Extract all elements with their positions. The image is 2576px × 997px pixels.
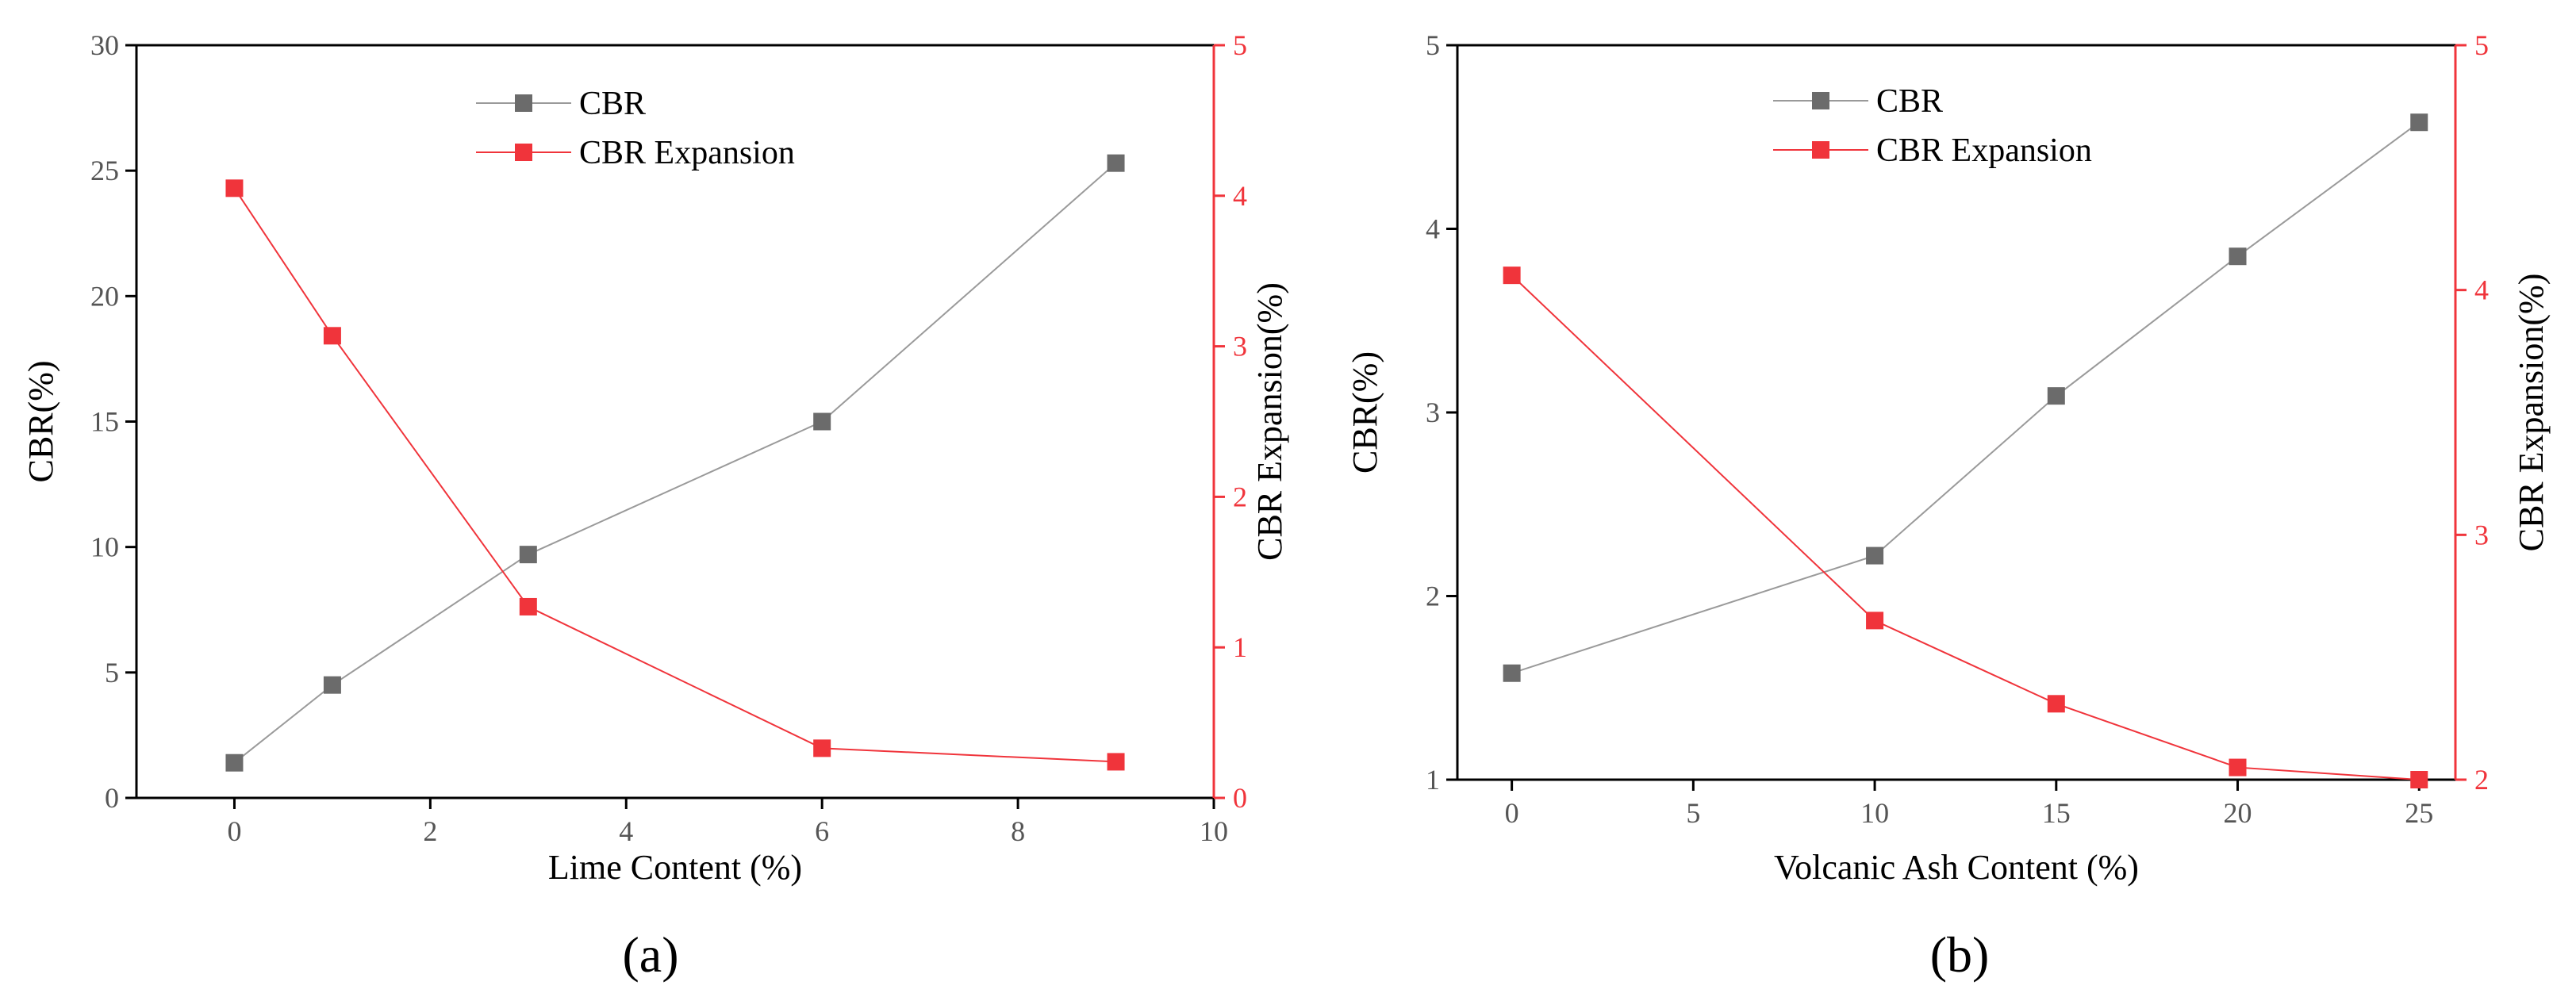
series-line-0 xyxy=(233,162,1117,764)
legend-label: CBR Expansion xyxy=(1876,132,2092,169)
y-tick-label: 4 xyxy=(1426,213,1440,245)
x-tick-label: 25 xyxy=(2405,797,2433,829)
data-point xyxy=(813,412,831,431)
y-tick-label: 5 xyxy=(1426,29,1440,61)
y2-tick-label: 1 xyxy=(1233,631,1247,663)
legend-marker xyxy=(515,144,532,161)
x-tick-label: 2 xyxy=(423,815,437,847)
x-tick-label: 10 xyxy=(1200,815,1228,847)
data-point xyxy=(2410,771,2428,788)
y-tick-label: 10 xyxy=(90,531,119,563)
y2-tick-label: 3 xyxy=(2474,519,2489,550)
y2-tick-label: 3 xyxy=(1233,331,1247,362)
series-line-1 xyxy=(1511,274,2420,780)
data-point xyxy=(813,739,831,757)
y2-tick-label: 0 xyxy=(1233,782,1247,814)
y-tick-label: 0 xyxy=(105,782,119,814)
data-point xyxy=(2229,247,2247,266)
legend-marker xyxy=(1812,92,1829,109)
y-tick-label: 2 xyxy=(1426,581,1440,612)
data-point xyxy=(1866,546,1884,565)
y2-tick-label: 4 xyxy=(2474,274,2489,306)
data-point xyxy=(1503,267,1521,285)
data-point xyxy=(1503,664,1521,682)
x-tick-label: 20 xyxy=(2224,797,2252,829)
y-tick-label: 20 xyxy=(90,280,119,312)
x-tick-label: 10 xyxy=(1860,797,1889,829)
x-axis-title: Volcanic Ash Content (%) xyxy=(1774,848,2139,887)
x-tick-label: 15 xyxy=(2042,797,2071,829)
x-tick-label: 5 xyxy=(1686,797,1700,829)
panel-label: (a) xyxy=(622,926,678,983)
y2-tick-label: 4 xyxy=(1233,180,1247,212)
legend-marker xyxy=(515,94,532,112)
x-axis-title: Lime Content (%) xyxy=(548,848,802,887)
y-tick-label: 1 xyxy=(1426,764,1440,796)
data-point xyxy=(225,179,244,197)
data-point xyxy=(2229,758,2247,777)
data-point xyxy=(323,327,341,345)
y2-tick-label: 5 xyxy=(1233,29,1247,61)
x-tick-label: 4 xyxy=(619,815,633,847)
y2-axis-title: CBR Expansion(%) xyxy=(1250,282,1289,561)
x-tick-label: 8 xyxy=(1011,815,1025,847)
legend-label: CBR xyxy=(579,86,646,122)
y2-tick-label: 5 xyxy=(2474,29,2489,61)
legend-marker xyxy=(1812,141,1829,159)
data-point xyxy=(323,676,341,694)
data-point xyxy=(519,546,537,564)
y-tick-label: 15 xyxy=(90,406,119,438)
data-point xyxy=(1866,612,1884,630)
data-point xyxy=(2047,695,2065,713)
y2-tick-label: 2 xyxy=(1233,481,1247,512)
data-point xyxy=(225,754,244,772)
y2-tick-label: 2 xyxy=(2474,764,2489,796)
legend-label: CBR Expansion xyxy=(579,135,795,171)
y-axis-title: CBR(%) xyxy=(1346,351,1384,474)
legend-label: CBR xyxy=(1876,83,1943,120)
x-tick-label: 0 xyxy=(227,815,241,847)
data-point xyxy=(1107,154,1125,172)
data-point xyxy=(1107,753,1125,771)
series-line-1 xyxy=(233,187,1116,763)
y-tick-label: 5 xyxy=(105,657,119,688)
y-tick-label: 30 xyxy=(90,29,119,61)
y-tick-label: 25 xyxy=(90,155,119,186)
data-point xyxy=(519,597,537,615)
x-tick-label: 0 xyxy=(1505,797,1519,829)
series-line-0 xyxy=(1511,121,2420,674)
data-point xyxy=(2410,113,2428,132)
y-tick-label: 3 xyxy=(1426,397,1440,428)
y2-axis-title: CBR Expansion(%) xyxy=(2512,274,2551,552)
y-axis-title: CBR(%) xyxy=(21,361,60,483)
chart-panel-b: 0 5 10 15 20 25 1 2 3 4 5 2 3 4 5 Volcanic Ash Content … xyxy=(1346,29,2551,983)
x-tick-label: 6 xyxy=(815,815,829,847)
data-point xyxy=(2047,387,2065,405)
panel-label: (b) xyxy=(1930,926,1990,983)
